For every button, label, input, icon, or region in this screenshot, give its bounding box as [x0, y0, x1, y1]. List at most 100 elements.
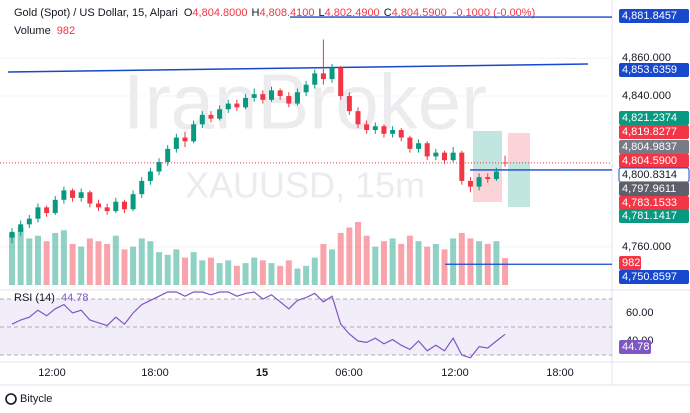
volume-bar [389, 238, 396, 285]
volume-bar [415, 241, 422, 285]
ohlc-value: 4,804.8000 [192, 7, 247, 19]
volume-bar [207, 257, 214, 285]
candle-body [243, 97, 249, 108]
candle-body [424, 143, 430, 157]
candle-body [407, 137, 413, 149]
candle-body [286, 96, 292, 104]
candle-body [355, 111, 361, 125]
candle-body [442, 152, 447, 161]
volume-bar [130, 246, 137, 285]
ohlc-key: O [184, 7, 193, 19]
volume-bar [458, 232, 465, 285]
candle-body [251, 94, 257, 98]
price-label-bg [619, 154, 689, 168]
position-profit [508, 162, 530, 207]
volume-bar [199, 260, 206, 285]
volume-bar [78, 246, 85, 285]
volume-bar [147, 241, 154, 285]
volume-bar [476, 241, 483, 285]
price-label-bg [619, 140, 689, 154]
y-tick-label: 4,840.000 [622, 90, 671, 102]
candle-body [96, 203, 101, 208]
candle-body [467, 180, 473, 187]
volume-bar [346, 227, 353, 285]
volume-bar [121, 249, 128, 285]
price-label-bg [619, 270, 689, 284]
candle-body [485, 177, 491, 180]
rsi-label: RSI (14) [14, 292, 55, 304]
price-label: 4,800.8314 [622, 169, 677, 181]
volume-bar [104, 243, 111, 285]
ohlc-key: C [384, 7, 392, 19]
candle-body [346, 96, 352, 112]
volume-bar [320, 243, 327, 285]
candle-body [476, 177, 482, 187]
price-label: 982 [622, 257, 640, 269]
candle-body [165, 148, 171, 163]
candle-body [130, 194, 136, 210]
x-tick-label: 12:00 [38, 367, 66, 379]
volume-bar [311, 257, 318, 285]
change: -0.1000 (-0.00%) [453, 7, 536, 19]
candle-body [208, 114, 214, 119]
candle-body [199, 114, 205, 125]
candle-body [364, 124, 370, 130]
volume-bar [251, 257, 258, 285]
price-label-bg [619, 9, 689, 23]
volume-bar [216, 263, 223, 285]
candle-body [269, 90, 274, 100]
watermark-symbol: XAUUSD, 15m [185, 165, 425, 206]
price-label: 4,881.8457 [622, 10, 677, 22]
volume-bar [337, 232, 344, 285]
volume-bar [294, 268, 301, 285]
candle-body [139, 180, 145, 195]
price-label: 44.78 [622, 341, 650, 353]
candle-body [52, 199, 58, 214]
candle-body [277, 90, 283, 97]
volume-bar [86, 238, 93, 285]
volume-bar [225, 260, 232, 285]
volume-bar [432, 243, 439, 285]
candle-body [70, 190, 76, 198]
volume-bar [26, 238, 33, 285]
legend: Gold (Spot) / US Dollar, 15, Alpari O 4,80… [14, 7, 535, 37]
volume-bar [164, 254, 171, 285]
brand-logo [5, 393, 17, 405]
volume-bar [69, 243, 76, 285]
volume-bar [285, 260, 292, 285]
rsi-value: 44.78 [61, 292, 89, 304]
volume-bar [259, 260, 266, 285]
candle-body [502, 162, 508, 164]
candle-body [26, 218, 32, 225]
candle-body [78, 192, 84, 198]
volume-bar [190, 252, 197, 285]
volume-bar [406, 235, 413, 285]
volume-bar [156, 252, 163, 285]
x-tick-label: 06:00 [335, 367, 363, 379]
candle-body [433, 152, 439, 157]
price-label: 4,783.1533 [622, 197, 677, 209]
volume-bar [363, 235, 370, 285]
candle-body [9, 231, 15, 238]
price-label-bg [619, 196, 689, 210]
volume-bar [182, 257, 188, 285]
price-label: 4,750.8597 [622, 271, 677, 283]
candle-body [225, 103, 231, 110]
price-label: 4,853.6359 [622, 64, 677, 76]
ohlc-value: 4,808.4100 [259, 7, 314, 19]
candle-body [87, 192, 93, 204]
candle-body [182, 137, 188, 142]
volume-label: Volume [14, 25, 51, 37]
volume-bar [441, 249, 448, 285]
brand: Bitycle [5, 393, 52, 405]
price-label: 4,819.8277 [622, 126, 677, 138]
volume-bar [242, 263, 249, 285]
volume-bar [502, 258, 509, 285]
volume-bar [268, 263, 275, 285]
price-label-bg [619, 63, 689, 77]
rsi-tick-label: 60.00 [626, 307, 654, 319]
x-tick-label: 15 [256, 367, 268, 379]
price-label: 4,804.9837 [622, 141, 677, 153]
volume-bar [277, 265, 284, 285]
candle-body [372, 126, 378, 130]
